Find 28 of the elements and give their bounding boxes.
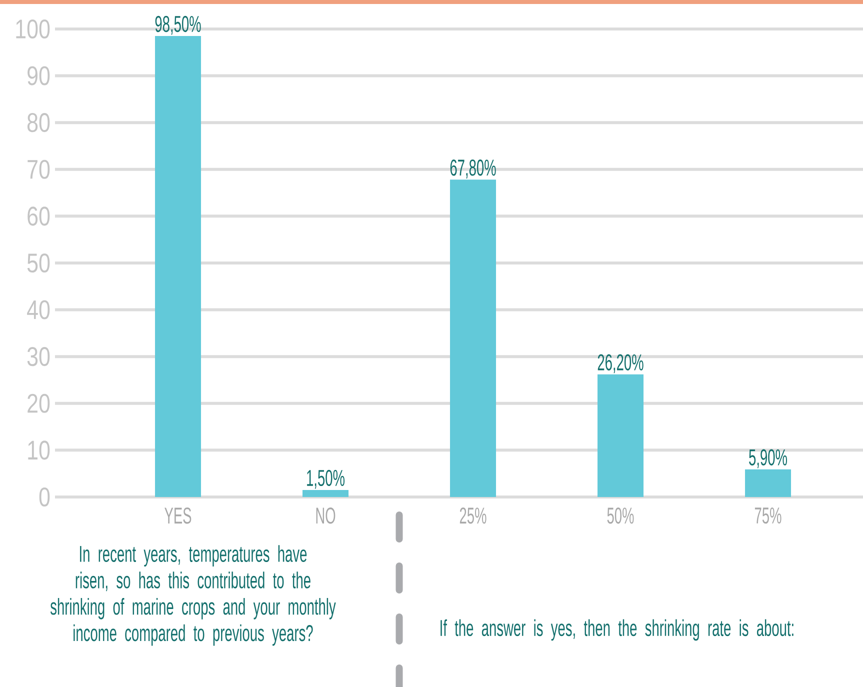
y-tick-label: 70 [28,160,50,179]
bar [598,374,644,497]
text: If the answer is yes, then the shrinking rate is about: [440,619,794,641]
data-label: 1,50% [307,470,345,489]
x-tick-label: 25% [460,508,486,524]
y-tick-label: 100 [16,19,50,39]
text: In recent years, temperatures have risen, so has this contributed to the shrinking of marine crops and your monthly income compared to previous years? [50,545,336,646]
y-tick-label: 50 [27,253,50,273]
x-tick-label: 75% [754,507,782,524]
x-tick-label: YES [164,508,192,524]
y-tick-label: 80 [27,113,50,132]
data-label: 67,80% [450,160,496,178]
y-tick-label: 0 [39,487,50,507]
bar [155,36,202,497]
bar [302,490,349,497]
y-tick-label: 60 [28,206,50,226]
x-tick-label: NO [316,508,336,524]
data-label: 98,50% [155,16,201,35]
y-tick-label: 90 [28,66,50,86]
y-tick-label: 20 [28,394,50,413]
y-tick-label: 30 [27,347,50,366]
bar [745,469,792,497]
data-label: 5,90% [749,449,788,468]
y-tick-label: 10 [28,440,50,460]
y-tick-label: 40 [27,300,50,320]
bar [450,180,496,497]
data-label: 26,20% [598,354,644,374]
x-tick-label: 50% [607,508,634,524]
